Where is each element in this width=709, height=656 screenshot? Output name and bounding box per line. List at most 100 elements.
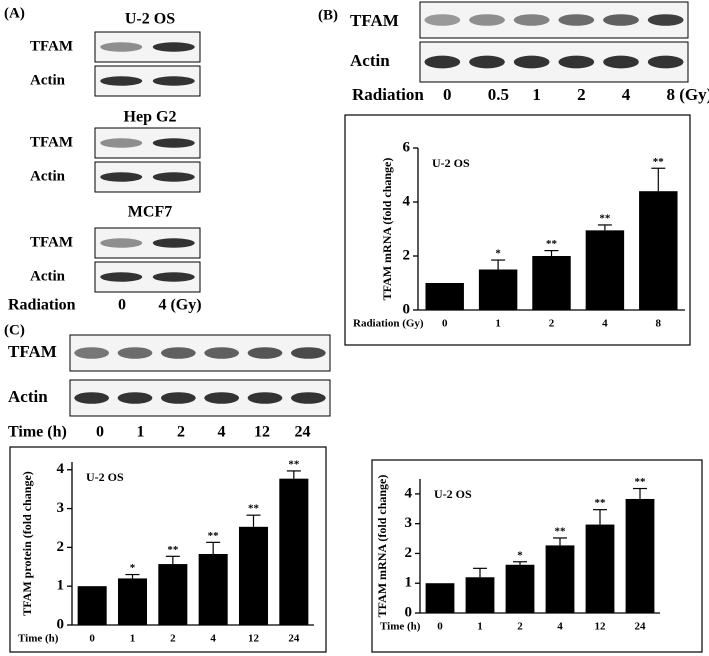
bar xyxy=(585,524,615,613)
bar xyxy=(279,478,309,625)
blot-band xyxy=(204,392,240,404)
x-tick-label: 1 xyxy=(130,633,136,645)
panel-label: (C) xyxy=(4,322,25,338)
significance-label: ** xyxy=(288,458,300,470)
chart-frame xyxy=(371,459,703,653)
blot-band xyxy=(424,55,461,69)
blot-band xyxy=(152,172,195,182)
y-tick-label: 1 xyxy=(57,578,65,594)
y-axis-label: TFAM protein (fold change) xyxy=(20,471,34,616)
lane-label: 0 xyxy=(443,85,452,104)
row-label: TFAM xyxy=(30,234,73,250)
lane-label: 0 xyxy=(118,297,126,314)
y-tick-label: 0 xyxy=(405,604,413,620)
row-label: Actin xyxy=(30,268,66,284)
y-tick-label: 3 xyxy=(405,515,413,531)
y-tick-label: 4 xyxy=(57,461,65,477)
condition-label: Radiation xyxy=(8,297,76,314)
blot-band xyxy=(100,138,143,148)
blot-band xyxy=(558,55,595,69)
blot-band xyxy=(100,172,143,182)
cell-line: MCF7 xyxy=(128,204,172,221)
blot-band xyxy=(291,347,326,359)
annotation: U-2 OS xyxy=(434,487,472,501)
x-tick-label: 8 xyxy=(656,318,662,330)
blot-band xyxy=(603,14,639,26)
blot-band xyxy=(100,76,143,86)
blot-band xyxy=(647,14,684,26)
blot-band xyxy=(161,392,196,404)
condition-label: Time (h) xyxy=(8,424,67,441)
lane-label: 4 xyxy=(622,85,631,104)
x-tick-label: 12 xyxy=(248,633,260,645)
y-axis-label: TFAM mRNA (fold change) xyxy=(380,158,394,301)
chart-frame xyxy=(344,114,691,346)
row-label: TFAM xyxy=(30,134,73,150)
blot-box xyxy=(419,41,689,83)
blot-band xyxy=(513,14,550,26)
bar xyxy=(198,553,228,625)
blot-band xyxy=(204,347,240,359)
x-tick-label: 12 xyxy=(595,621,607,633)
significance-label: ** xyxy=(653,156,665,168)
panel-label: (B) xyxy=(318,7,338,23)
significance-label: ** xyxy=(248,503,260,515)
panel-label: (A) xyxy=(4,5,25,21)
y-tick-label: 6 xyxy=(403,139,411,155)
lane-label: 2 xyxy=(577,85,586,104)
annotation: U-2 OS xyxy=(432,156,470,170)
blot-band xyxy=(161,347,196,359)
x-axis-label: Radiation (Gy) xyxy=(353,318,424,330)
blot-band xyxy=(247,392,283,404)
significance-label: ** xyxy=(595,497,607,509)
y-tick-label: 0 xyxy=(57,616,65,632)
blot-band xyxy=(152,272,195,282)
significance-label: ** xyxy=(599,212,611,224)
lane-label: 1 xyxy=(137,424,145,441)
blot-band xyxy=(424,14,461,26)
x-tick-label: 2 xyxy=(170,633,176,645)
blot-band xyxy=(513,55,550,69)
lane-label: 0 xyxy=(96,424,104,441)
bar xyxy=(639,191,678,310)
blot-band xyxy=(247,347,283,359)
lane-label: 8 (Gy) xyxy=(667,85,709,104)
bar xyxy=(238,526,269,625)
bar xyxy=(545,545,575,613)
annotation: U-2 OS xyxy=(86,470,124,484)
blot-band xyxy=(152,76,195,86)
lane-label: 4 (Gy) xyxy=(158,297,201,314)
blot-band xyxy=(603,55,639,69)
y-tick-label: 4 xyxy=(403,193,411,209)
row-label: TFAM xyxy=(350,11,399,30)
significance-label: * xyxy=(130,562,136,574)
blot-band xyxy=(100,238,143,248)
significance-label: ** xyxy=(167,544,179,556)
significance-label: ** xyxy=(635,476,647,488)
blot-band xyxy=(100,272,143,282)
bar xyxy=(77,586,107,625)
significance-label: ** xyxy=(208,530,220,542)
bar xyxy=(585,230,625,310)
blot-band xyxy=(152,42,195,52)
bar xyxy=(465,577,495,613)
blot-band xyxy=(117,347,153,359)
bar xyxy=(505,564,535,613)
blot-band xyxy=(469,14,505,26)
x-tick-label: 0 xyxy=(437,621,443,633)
row-label: Actin xyxy=(30,72,66,88)
x-tick-label: 4 xyxy=(557,621,563,633)
x-tick-label: 1 xyxy=(477,621,483,633)
row-label: TFAM xyxy=(30,38,73,54)
x-tick-label: 2 xyxy=(549,318,555,330)
blot-band xyxy=(100,42,143,52)
x-tick-label: 1 xyxy=(495,318,501,330)
cell-line: Hep G2 xyxy=(124,109,177,126)
significance-label: * xyxy=(517,549,523,561)
cell-line: U-2 OS xyxy=(125,11,175,28)
x-tick-label: 24 xyxy=(288,633,300,645)
y-tick-label: 1 xyxy=(405,575,413,591)
y-tick-label: 4 xyxy=(405,485,413,501)
x-tick-label: 4 xyxy=(210,633,216,645)
